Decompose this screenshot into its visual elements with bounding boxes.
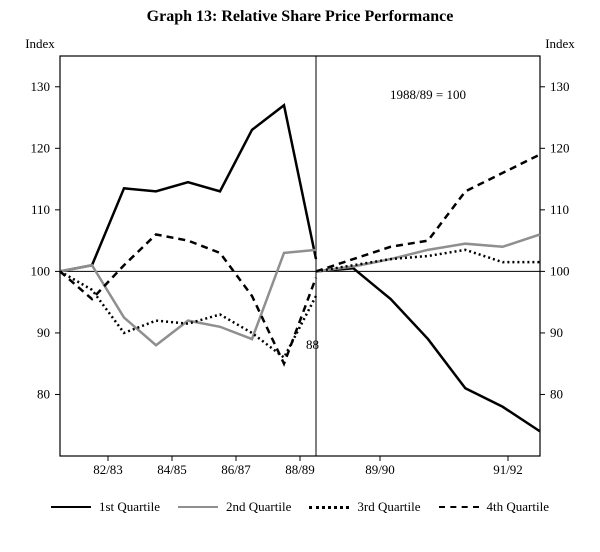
svg-text:130: 130 [31,79,51,94]
svg-text:90: 90 [550,325,563,340]
legend-label-q2: 2nd Quartile [226,500,291,514]
legend-label-q1: 1st Quartile [99,500,160,514]
svg-text:120: 120 [31,140,51,155]
legend-swatch-q2 [178,506,218,508]
svg-text:88/89: 88/89 [285,462,315,477]
legend-item-q4: 4th Quartile [439,500,549,514]
legend-item-q2: 2nd Quartile [178,500,291,514]
svg-text:82/83: 82/83 [93,462,123,477]
legend-label-q3: 3rd Quartile [357,500,420,514]
svg-text:Index: Index [545,36,575,51]
svg-text:89/90: 89/90 [365,462,395,477]
svg-text:80: 80 [550,386,563,401]
chart-container: Graph 13: Relative Share Price Performan… [0,0,600,552]
legend: 1st Quartile 2nd Quartile 3rd Quartile 4… [0,496,600,514]
legend-swatch-q3 [309,506,349,509]
legend-item-q3: 3rd Quartile [309,500,420,514]
svg-text:Index: Index [25,36,55,51]
svg-text:84/85: 84/85 [157,462,187,477]
svg-text:110: 110 [31,202,50,217]
line-chart: 80 80 90 90 100 100 110 110 120 120 130 130 82/83 84/… [0,26,600,496]
legend-label-q4: 4th Quartile [487,500,549,514]
svg-text:91/92: 91/92 [493,462,523,477]
svg-text:90: 90 [37,325,50,340]
legend-item-q1: 1st Quartile [51,500,160,514]
chart-title: Graph 13: Relative Share Price Performan… [0,0,600,26]
svg-text:80: 80 [37,386,50,401]
svg-text:110: 110 [550,202,569,217]
legend-swatch-q1 [51,506,91,508]
legend-swatch-q4 [439,506,479,508]
svg-text:100: 100 [31,263,51,278]
svg-text:100: 100 [550,263,570,278]
svg-text:120: 120 [550,140,570,155]
svg-text:86/87: 86/87 [221,462,251,477]
svg-text:1988/89 = 100: 1988/89 = 100 [390,87,466,102]
svg-text:88: 88 [306,337,319,352]
svg-text:130: 130 [550,79,570,94]
